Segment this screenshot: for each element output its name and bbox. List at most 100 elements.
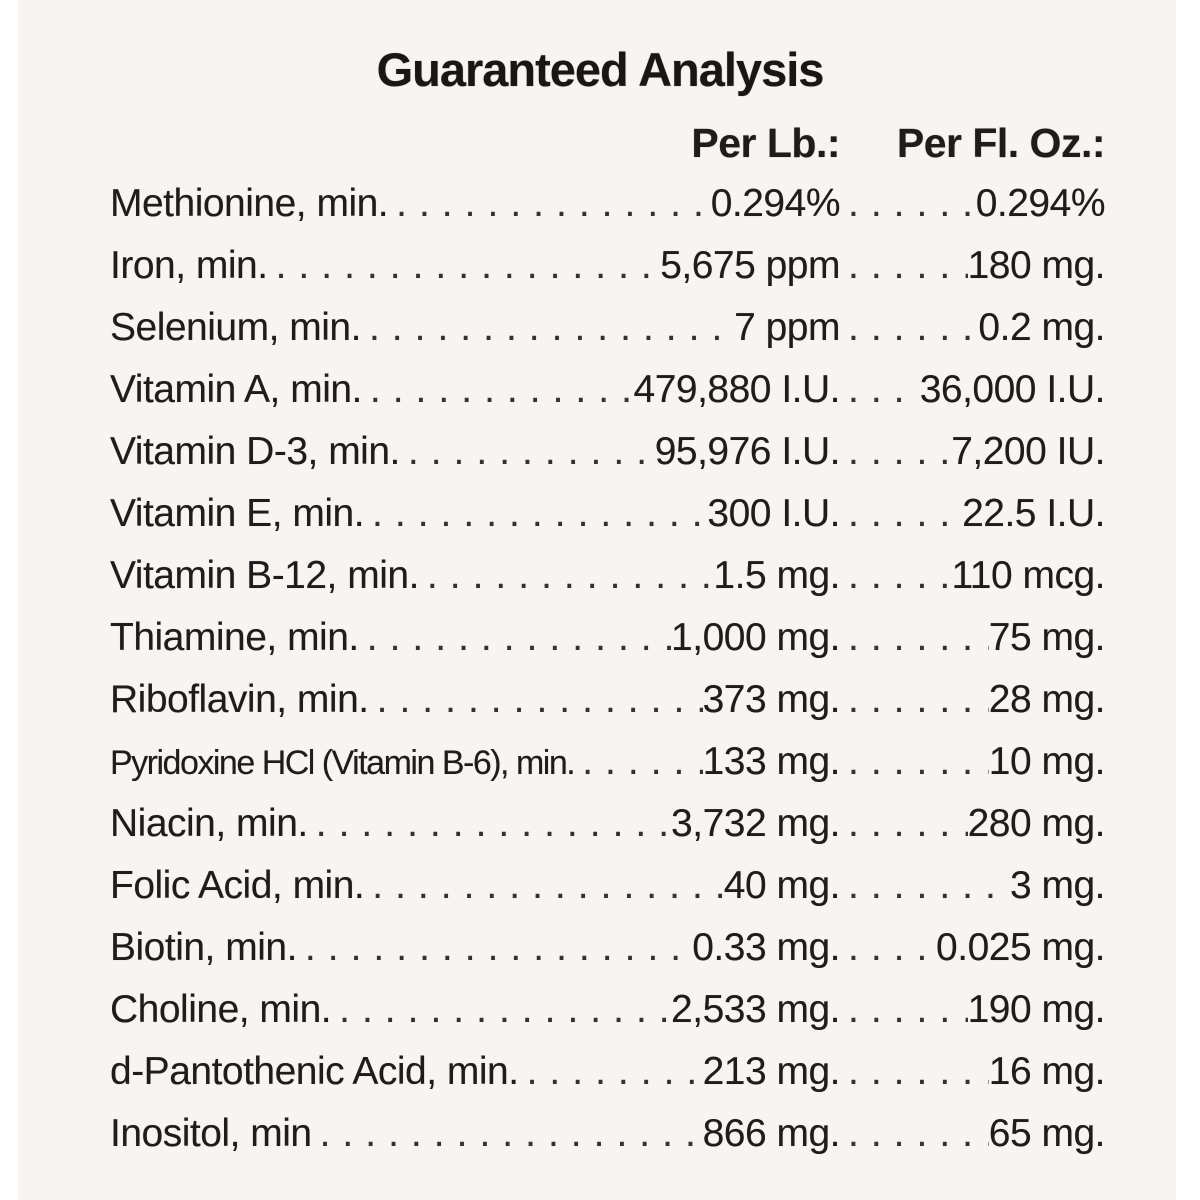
nutrient-left-block: Vitamin B-12, min. .....................… bbox=[110, 545, 840, 607]
leader-dots: ........................................… bbox=[848, 1112, 989, 1155]
column-header-row: Per Lb.: Per Fl. Oz.: bbox=[110, 113, 1105, 173]
nutrient-row: Pyridoxine HCl (Vitamin B-6), min. .....… bbox=[110, 731, 1106, 793]
per-lb-value: 40 mg. bbox=[723, 864, 840, 907]
leader-dots: ........................................… bbox=[426, 554, 714, 597]
column-header-per-fl-oz: Per Fl. Oz.: bbox=[896, 120, 1106, 166]
per-lb-value: 866 mg. bbox=[702, 1112, 840, 1155]
nutrient-row: Vitamin E, min. ........................… bbox=[110, 483, 1105, 545]
per-lb-value: 0.294% bbox=[710, 182, 840, 225]
photo-edge-left bbox=[0, 0, 18, 1200]
nutrient-left-block: Niacin, min. ...........................… bbox=[110, 793, 840, 855]
per-fl-oz-value: 0.025 mg. bbox=[936, 926, 1105, 969]
per-lb-value: 133 mg. bbox=[702, 740, 840, 783]
leader-dots: ........................................… bbox=[319, 1112, 703, 1155]
leader-dots: ........................................… bbox=[848, 1050, 989, 1093]
leader-dots: ........................................… bbox=[848, 740, 989, 783]
nutrient-name: Inositol, min bbox=[110, 1112, 312, 1155]
leader-dots: ........................................… bbox=[369, 368, 634, 411]
nutrient-name: Vitamin D-3, min. bbox=[110, 430, 400, 473]
nutrient-row: Iron, min. .............................… bbox=[110, 235, 1106, 297]
guaranteed-analysis-title: Guaranteed Analysis bbox=[376, 43, 825, 96]
nutrient-left-block: Thiamine, min. .........................… bbox=[110, 607, 840, 669]
nutrient-row: d-Pantothenic Acid, min. ...............… bbox=[110, 1041, 1106, 1103]
leader-dots: ........................................… bbox=[366, 616, 671, 659]
per-fl-oz-value: 3 mg. bbox=[1009, 864, 1106, 907]
nutrient-row: Inositol, min ..........................… bbox=[110, 1103, 1106, 1165]
nutrient-name: Methionine, min. bbox=[110, 182, 389, 225]
per-lb-value: 7 ppm bbox=[734, 306, 840, 349]
nutrient-left-block: d-Pantothenic Acid, min. ...............… bbox=[110, 1041, 840, 1103]
nutrient-row: Riboflavin, min. .......................… bbox=[110, 669, 1106, 731]
nutrient-row: Biotin, min. ...........................… bbox=[110, 917, 1105, 979]
nutrient-left-block: Methionine, min. .......................… bbox=[110, 173, 840, 235]
leader-dots: ........................................… bbox=[848, 306, 978, 349]
nutrient-left-block: Iron, min. .............................… bbox=[110, 235, 840, 297]
per-fl-oz-value: 180 mg. bbox=[967, 244, 1106, 287]
leader-dots: ........................................… bbox=[339, 988, 671, 1031]
per-fl-oz-value: 0.2 mg. bbox=[978, 306, 1105, 349]
per-fl-oz-value: 190 mg. bbox=[967, 988, 1106, 1031]
nutrient-name: Folic Acid, min. bbox=[110, 864, 365, 907]
photo-edge-right bbox=[1176, 0, 1200, 1200]
nutrient-left-block: Biotin, min. ...........................… bbox=[110, 917, 840, 979]
leader-dots: ........................................… bbox=[582, 740, 702, 783]
leader-dots: ........................................… bbox=[848, 988, 968, 1031]
nutrient-left-block: Vitamin D-3, min. ......................… bbox=[110, 421, 840, 483]
nutrient-name: Biotin, min. bbox=[110, 926, 297, 969]
per-lb-value: 213 mg. bbox=[702, 1050, 840, 1093]
nutrient-name: Niacin, min. bbox=[110, 802, 308, 845]
nutrient-left-block: Inositol, min ..........................… bbox=[110, 1103, 840, 1165]
per-fl-oz-value: 65 mg. bbox=[988, 1112, 1106, 1155]
per-lb-value: 0.33 mg. bbox=[692, 926, 840, 969]
per-fl-oz-value: 28 mg. bbox=[988, 678, 1106, 721]
analysis-table: Per Lb.: Per Fl. Oz.: Methionine, min. .… bbox=[0, 113, 1200, 1165]
nutrient-row: Choline, min. ..........................… bbox=[110, 979, 1106, 1041]
leader-dots: ........................................… bbox=[848, 926, 936, 969]
leader-dots: ........................................… bbox=[848, 182, 976, 225]
nutrient-left-block: Vitamin A, min. ........................… bbox=[110, 359, 840, 421]
leader-dots: ........................................… bbox=[848, 244, 968, 287]
nutrient-left-block: Folic Acid, min. .......................… bbox=[110, 855, 840, 917]
leader-dots: ........................................… bbox=[848, 616, 989, 659]
per-lb-value: 479,880 I.U. bbox=[633, 368, 840, 411]
per-lb-value: 373 mg. bbox=[702, 678, 840, 721]
leader-dots: ........................................… bbox=[315, 802, 672, 845]
nutrient-name: Thiamine, min. bbox=[110, 616, 359, 659]
nutrient-name: Riboflavin, min. bbox=[110, 678, 369, 721]
leader-dots: ........................................… bbox=[368, 306, 735, 349]
nutrient-name: Selenium, min. bbox=[110, 306, 361, 349]
nutrient-left-block: Riboflavin, min. .......................… bbox=[110, 669, 840, 731]
per-fl-oz-value: 7,200 IU. bbox=[951, 430, 1105, 473]
per-lb-value: 1.5 mg. bbox=[713, 554, 840, 597]
nutrient-row: Selenium, min. .........................… bbox=[110, 297, 1105, 359]
per-lb-value: 3,732 mg. bbox=[671, 802, 840, 845]
nutrient-row: Vitamin D-3, min. ......................… bbox=[110, 421, 1105, 483]
leader-dots: ........................................… bbox=[407, 430, 655, 473]
nutrient-row: Niacin, min. ...........................… bbox=[110, 793, 1106, 855]
nutrient-row: Folic Acid, min. .......................… bbox=[110, 855, 1106, 917]
leader-dots: ........................................… bbox=[848, 492, 963, 535]
nutrient-row: Methionine, min. .......................… bbox=[110, 173, 1106, 235]
column-header-per-lb: Per Lb.: bbox=[691, 120, 840, 166]
nutrient-left-block: Choline, min. ..........................… bbox=[110, 979, 840, 1041]
nutrient-left-block: Selenium, min. .........................… bbox=[110, 297, 840, 359]
per-fl-oz-value: 36,000 I.U. bbox=[919, 368, 1106, 411]
nutrient-name: d-Pantothenic Acid, min. bbox=[110, 1050, 519, 1093]
per-fl-oz-value: 10 mg. bbox=[988, 740, 1106, 783]
nutrient-name: Vitamin B-12, min. bbox=[110, 554, 419, 597]
nutrient-name: Iron, min. bbox=[110, 244, 268, 287]
leader-dots: ........................................… bbox=[848, 678, 989, 721]
leader-dots: ........................................… bbox=[372, 492, 707, 535]
nutrient-row: Thiamine, min. .........................… bbox=[110, 607, 1106, 669]
per-lb-value: 95,976 I.U. bbox=[654, 430, 840, 473]
per-lb-value: 1,000 mg. bbox=[671, 616, 840, 659]
nutrient-row: Vitamin B-12, min. .....................… bbox=[110, 545, 1105, 607]
per-fl-oz-value: 280 mg. bbox=[967, 802, 1106, 845]
nutrient-rows: Methionine, min. .......................… bbox=[110, 173, 1106, 1165]
per-lb-value: 300 I.U. bbox=[707, 492, 840, 535]
nutrient-left-block: Vitamin E, min. ........................… bbox=[110, 483, 840, 545]
per-lb-value: 2,533 mg. bbox=[671, 988, 840, 1031]
per-fl-oz-value: 0.294% bbox=[975, 182, 1106, 225]
leader-dots: ........................................… bbox=[848, 864, 1010, 907]
nutrient-name: Vitamin E, min. bbox=[110, 492, 365, 535]
